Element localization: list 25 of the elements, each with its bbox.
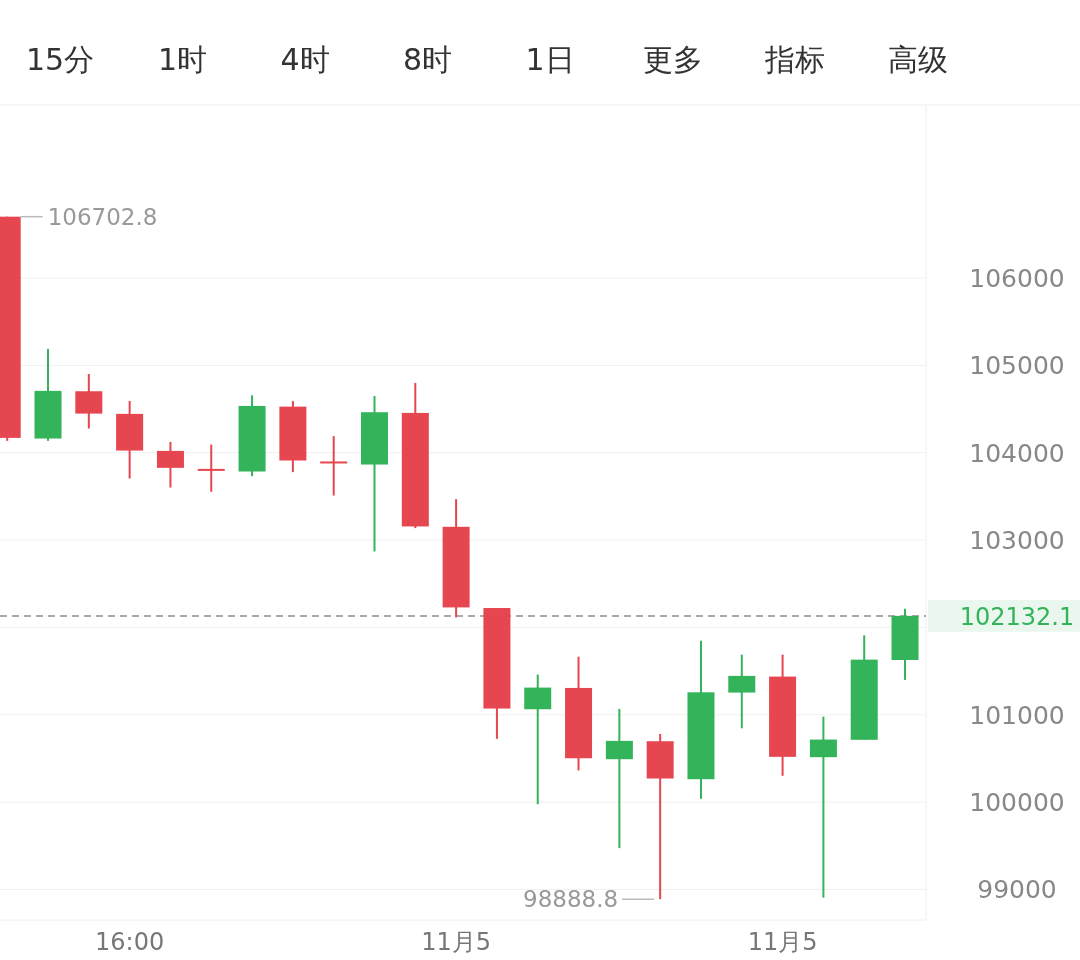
annotation: 106702.8	[47, 203, 158, 230]
y-tick-label: 104000	[969, 438, 1065, 468]
text: 1时	[157, 42, 208, 77]
candlestick	[605, 707, 633, 850]
x-tick-label: 16:00	[95, 928, 165, 956]
text: 1日	[525, 42, 575, 77]
y-tick-label: 106000	[969, 264, 1065, 294]
y-tick-label: 103000	[969, 526, 1065, 556]
text: 更多	[642, 42, 703, 77]
text: 4时	[280, 42, 330, 77]
text: 指标	[764, 42, 825, 77]
candlestick	[809, 715, 837, 899]
text: 8时	[402, 42, 453, 77]
y-tick-label: 100000	[969, 788, 1065, 818]
text: 15分	[25, 42, 95, 77]
y-tick-label: 105000	[969, 351, 1065, 381]
ref-line-label: 102132.1	[959, 602, 1075, 631]
text: 高级	[887, 42, 948, 77]
candlestick	[320, 435, 348, 497]
annotation: 98888.8	[523, 886, 619, 913]
y-tick-label: 99000	[977, 875, 1057, 905]
candlestick	[197, 443, 225, 493]
x-tick-label: 11月5	[421, 928, 492, 956]
x-tick-label: 11月5	[747, 928, 818, 956]
y-tick-label: 101000	[969, 700, 1065, 730]
